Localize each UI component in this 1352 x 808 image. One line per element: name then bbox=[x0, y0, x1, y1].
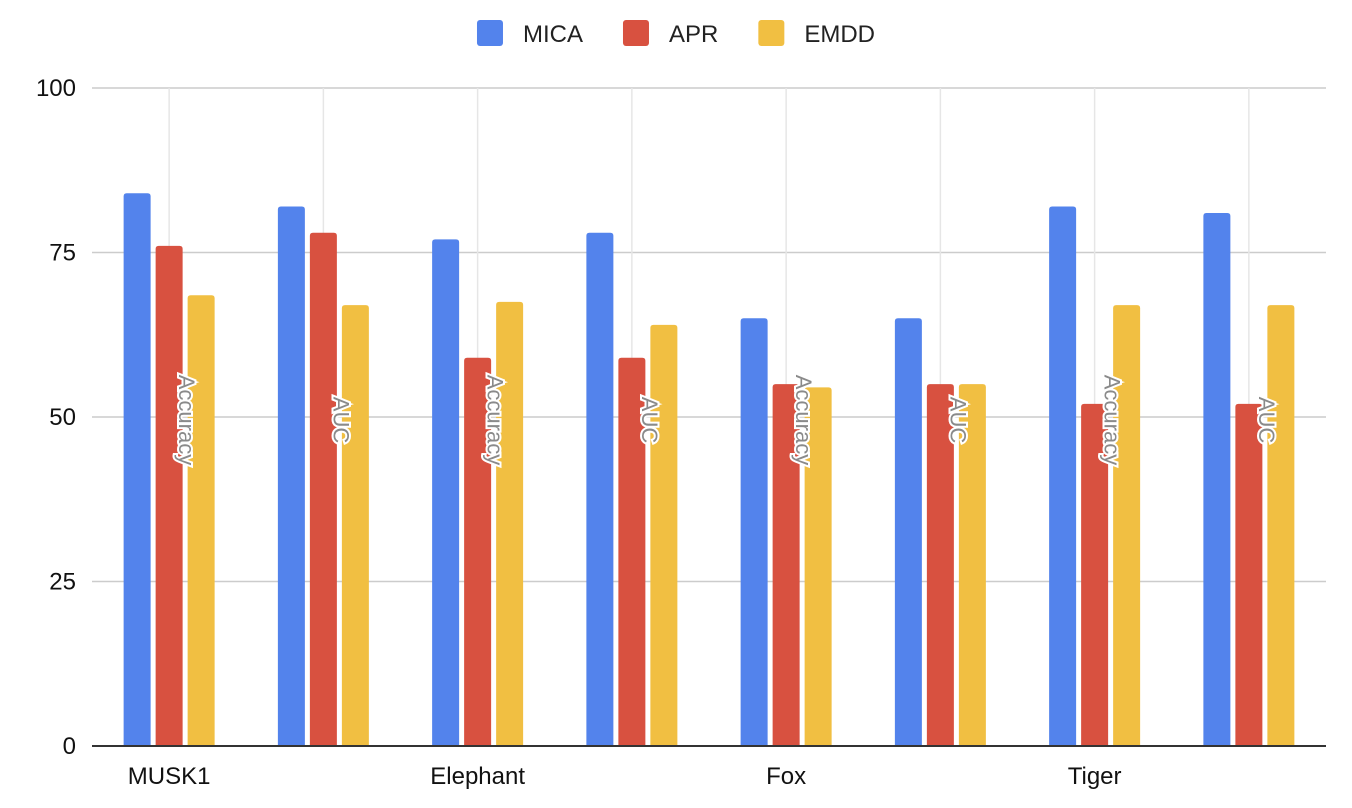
category-label: Accuracy bbox=[483, 375, 508, 465]
bar-emdd bbox=[187, 295, 215, 746]
group-label: Tiger bbox=[1068, 763, 1122, 790]
category-label: AUC bbox=[328, 397, 353, 444]
category-label: AUC bbox=[637, 397, 662, 444]
bar-apr bbox=[309, 232, 337, 746]
y-axis: 0 25 50 75 100 bbox=[36, 75, 76, 760]
group-label: Elephant bbox=[430, 763, 525, 790]
bar-apr bbox=[155, 245, 183, 747]
y-tick-label: 50 bbox=[49, 404, 76, 431]
category-label: Accuracy bbox=[174, 375, 199, 465]
legend: MICA APR EMDD bbox=[476, 20, 875, 48]
bar-mica bbox=[432, 239, 460, 746]
bar-apr bbox=[464, 357, 492, 746]
bar-mica bbox=[894, 318, 922, 746]
group-label: MUSK1 bbox=[128, 763, 211, 790]
bar-labels: Accuracy AUC Accuracy AUC Accuracy AUC Accurac… bbox=[172, 373, 1281, 467]
legend-label-mica: MICA bbox=[523, 21, 583, 48]
y-tick-label: 0 bbox=[63, 733, 76, 760]
bar-apr bbox=[926, 384, 954, 746]
legend-label-emdd: EMDD bbox=[804, 21, 875, 48]
bar-mica bbox=[1203, 213, 1231, 746]
x-axis: MUSK1 Elephant Fox Tiger bbox=[92, 745, 1326, 790]
y-tick-label: 25 bbox=[49, 569, 76, 596]
bar-emdd bbox=[804, 387, 832, 746]
legend-label-apr: APR bbox=[669, 21, 718, 48]
bar-mica bbox=[586, 232, 614, 746]
bar-mica bbox=[740, 318, 768, 746]
bar-emdd bbox=[1113, 305, 1141, 746]
bar-mica bbox=[1049, 206, 1077, 746]
legend-swatch-apr bbox=[622, 20, 649, 46]
grid bbox=[92, 87, 1326, 746]
bar-mica bbox=[277, 206, 305, 746]
y-tick-label: 100 bbox=[36, 75, 76, 102]
group-label: Fox bbox=[766, 763, 806, 790]
bars bbox=[123, 193, 1295, 747]
category-label: Accuracy bbox=[1100, 375, 1125, 465]
y-tick-label: 75 bbox=[49, 240, 76, 267]
legend-swatch-emdd bbox=[758, 20, 785, 46]
bar-apr bbox=[618, 357, 646, 746]
category-label: Accuracy bbox=[791, 375, 816, 465]
bar-emdd bbox=[341, 305, 369, 746]
bar-emdd bbox=[958, 384, 986, 746]
legend-swatch-mica bbox=[476, 20, 503, 46]
bar-emdd bbox=[496, 301, 524, 746]
bar-emdd bbox=[1267, 305, 1295, 746]
category-label: AUC bbox=[1254, 397, 1279, 444]
bar-apr bbox=[772, 384, 800, 746]
bar-emdd bbox=[650, 324, 678, 746]
bar-apr bbox=[1081, 403, 1109, 746]
bar-mica bbox=[123, 193, 151, 746]
category-label: AUC bbox=[945, 397, 970, 444]
bar-apr bbox=[1235, 403, 1263, 746]
